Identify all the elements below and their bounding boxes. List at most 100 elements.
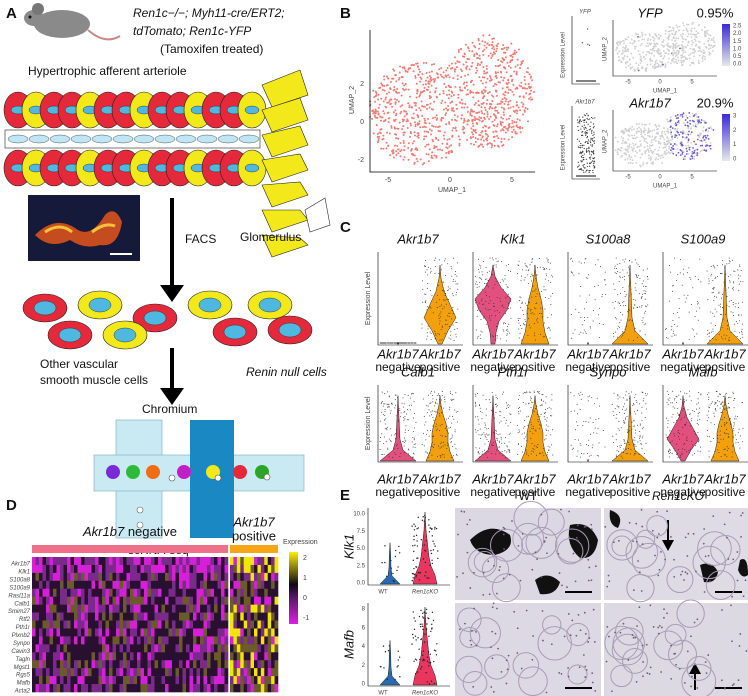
expression-point	[591, 397, 593, 399]
cell-point	[617, 153, 619, 156]
expression-point	[646, 268, 648, 270]
cell-point	[689, 133, 692, 136]
heat-cell	[35, 588, 40, 598]
expression-point	[526, 434, 528, 436]
expression-point	[741, 401, 743, 403]
expression-point	[497, 434, 499, 436]
cell-point	[660, 154, 662, 157]
expression-point	[719, 306, 721, 308]
cell-point	[387, 144, 390, 147]
expression-point	[690, 278, 692, 280]
expression-point	[505, 329, 507, 331]
expression-point	[706, 270, 708, 272]
heat-cell	[84, 580, 89, 590]
cell-point	[692, 147, 694, 149]
axis-title: Expression Level	[561, 125, 567, 171]
expression-point	[570, 258, 572, 260]
cell-point	[684, 119, 687, 121]
cell-point	[668, 147, 671, 150]
cell-point	[432, 78, 435, 81]
expression-point	[540, 312, 542, 314]
expression-point	[719, 393, 721, 395]
cell-point	[495, 50, 498, 53]
cell-point	[652, 161, 655, 163]
expression-point	[669, 441, 671, 443]
cell-point	[639, 44, 642, 47]
expression-point	[686, 439, 688, 441]
expression-point	[494, 315, 496, 317]
x-tick-label: 5	[510, 177, 514, 184]
expression-point	[724, 338, 726, 340]
cell-point	[497, 42, 500, 45]
expression-point	[409, 409, 411, 411]
expression-point	[679, 438, 681, 440]
cell-point	[649, 60, 652, 62]
expression-point	[496, 297, 498, 299]
expression-point	[625, 394, 627, 396]
cell-point	[664, 63, 667, 65]
expression-point	[615, 273, 617, 275]
cell-point	[489, 142, 492, 145]
violin-axes	[571, 106, 600, 180]
heat-cell	[126, 572, 131, 582]
cell-point	[483, 106, 486, 109]
expression-point	[449, 438, 451, 440]
heat-cell	[151, 596, 155, 605]
cell-point	[701, 144, 704, 147]
cell-point	[404, 110, 407, 113]
expression-point	[544, 296, 546, 298]
expression-point	[524, 263, 526, 265]
cell-point	[699, 144, 702, 147]
cell-point	[439, 73, 442, 76]
cell-point	[481, 50, 484, 53]
expression-point	[522, 401, 524, 403]
expression-point	[545, 424, 547, 426]
heat-cell	[196, 604, 201, 613]
expression-point	[684, 392, 686, 394]
expression-point	[524, 392, 526, 394]
cell-point	[710, 127, 713, 130]
expression-point	[734, 271, 736, 273]
cell-point	[512, 93, 515, 96]
cell-point	[677, 29, 680, 32]
heat-cell	[112, 564, 117, 574]
heat-cell	[123, 572, 127, 582]
expression-point	[386, 426, 388, 428]
group-label: Akr1b7	[661, 346, 704, 361]
expression-point	[522, 393, 524, 395]
heat-cell	[81, 604, 85, 613]
heat-cell	[186, 588, 190, 598]
cell-point	[521, 126, 524, 129]
cell-point	[444, 114, 447, 117]
cell-point	[669, 152, 672, 155]
heat-cell	[161, 557, 166, 566]
expression-point	[549, 268, 551, 270]
expression-point	[495, 277, 497, 279]
cell-bead	[214, 474, 222, 482]
expression-point	[667, 451, 669, 453]
expression-point	[585, 133, 587, 135]
expression-point	[689, 276, 691, 278]
expression-point	[496, 325, 498, 327]
cell-point	[674, 143, 676, 145]
cell-point	[407, 102, 410, 105]
heat-cell	[203, 588, 208, 598]
cell-point	[647, 37, 650, 40]
group-label: Akr1b7	[703, 346, 746, 361]
cell-point	[644, 33, 647, 36]
cell-point	[515, 101, 518, 104]
expression-point	[421, 323, 423, 325]
expression-point	[490, 409, 492, 411]
expression-point	[712, 287, 714, 289]
expression-point	[617, 325, 619, 327]
cell-point	[398, 76, 401, 79]
expression-point	[625, 448, 627, 450]
expression-point	[735, 434, 737, 436]
cell-point	[662, 63, 664, 66]
cell-point	[654, 44, 657, 46]
x-tick-label: 0	[658, 175, 662, 181]
expression-point	[478, 271, 480, 273]
expression-point	[622, 269, 624, 271]
expression-point	[487, 309, 489, 311]
plot-axes	[567, 252, 653, 346]
